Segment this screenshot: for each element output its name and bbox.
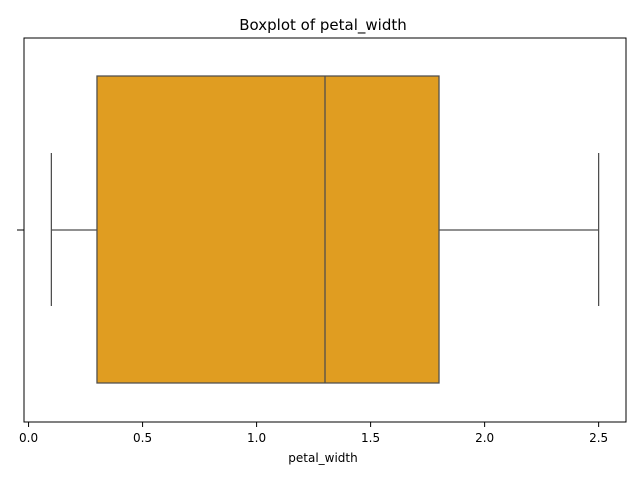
x-axis-label: petal_width — [288, 451, 357, 465]
x-tick-label: 0.5 — [133, 431, 152, 445]
x-tick-label: 1.5 — [361, 431, 380, 445]
x-tick-label: 0.0 — [19, 431, 38, 445]
x-tick-label: 2.0 — [475, 431, 494, 445]
plot-area — [50, 75, 600, 384]
chart-title: Boxplot of petal_width — [239, 16, 406, 35]
x-axis: 0.0 0.5 1.0 1.5 2.0 2.5 — [19, 422, 608, 445]
x-tick-label: 1.0 — [247, 431, 266, 445]
iqr-box — [96, 75, 440, 384]
x-tick-label: 2.5 — [589, 431, 608, 445]
axes-frame — [23, 37, 627, 423]
